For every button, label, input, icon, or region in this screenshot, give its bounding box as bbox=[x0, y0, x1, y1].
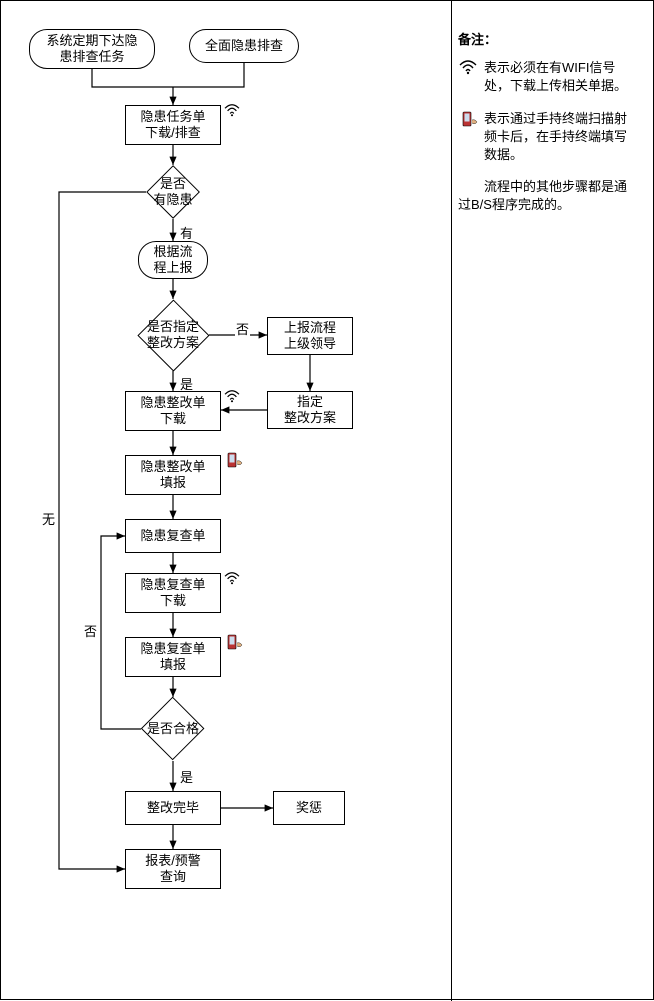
node-start2: 全面隐患排查 bbox=[189, 29, 299, 63]
note-other: 流程中的其他步骤都是通过B/S程序完成的。 bbox=[458, 178, 638, 214]
scan-icon bbox=[223, 451, 245, 473]
edge-label-d2-no: 否 bbox=[235, 319, 250, 338]
node-n7: 隐患复查单 bbox=[125, 519, 221, 553]
edge-label-d1-yes: 有 bbox=[179, 223, 194, 242]
notes-panel: 备注： 表示必须在有WIFI信号处，下载上传相关单据。 表示通过手持终端扫描射频… bbox=[458, 31, 638, 229]
node-n9: 隐患复查单 填报 bbox=[125, 637, 221, 677]
node-n12: 报表/预警 查询 bbox=[125, 849, 221, 889]
note-wifi-text: 表示必须在有WIFI信号处，下载上传相关单据。 bbox=[484, 59, 638, 95]
edge-label-d1-no: 无 bbox=[41, 509, 56, 528]
wifi-icon bbox=[223, 103, 241, 117]
scan-icon bbox=[458, 110, 480, 135]
wifi-icon bbox=[223, 389, 241, 403]
node-n6: 隐患整改单 填报 bbox=[125, 455, 221, 495]
node-n8: 隐患复查单 下载 bbox=[125, 573, 221, 613]
node-d2: 是否指定 整改方案 bbox=[137, 299, 209, 371]
node-n3: 上报流程 上级领导 bbox=[267, 317, 353, 355]
note-scan: 表示通过手持终端扫描射频卡后，在手持终端填写数据。 bbox=[458, 110, 638, 165]
node-n10: 整改完毕 bbox=[125, 791, 221, 825]
wifi-icon bbox=[223, 571, 241, 585]
node-n2: 根据流 程上报 bbox=[138, 241, 208, 279]
node-n11: 奖惩 bbox=[273, 791, 345, 825]
notes-title: 备注： bbox=[458, 31, 638, 49]
edge-label-d3-no: 否 bbox=[83, 621, 98, 640]
node-start1: 系统定期下达隐 患排查任务 bbox=[29, 29, 155, 69]
wifi-icon bbox=[458, 59, 480, 78]
node-n5: 隐患整改单 下载 bbox=[125, 391, 221, 431]
edge-label-d3-yes: 是 bbox=[179, 767, 194, 786]
node-d3: 是否合格 bbox=[141, 697, 205, 761]
node-n4: 指定 整改方案 bbox=[267, 391, 353, 429]
page-root: 有 无 是 否 是 否 系统定期下达隐 患排查任务全面隐患排查隐患任务单 下载/… bbox=[0, 0, 654, 1000]
node-n1: 隐患任务单 下载/排查 bbox=[125, 105, 221, 145]
note-scan-text: 表示通过手持终端扫描射频卡后，在手持终端填写数据。 bbox=[484, 110, 638, 165]
note-wifi: 表示必须在有WIFI信号处，下载上传相关单据。 bbox=[458, 59, 638, 95]
scan-icon bbox=[223, 633, 245, 655]
vertical-divider bbox=[451, 1, 452, 1001]
node-d1: 是否 有隐患 bbox=[146, 165, 200, 219]
